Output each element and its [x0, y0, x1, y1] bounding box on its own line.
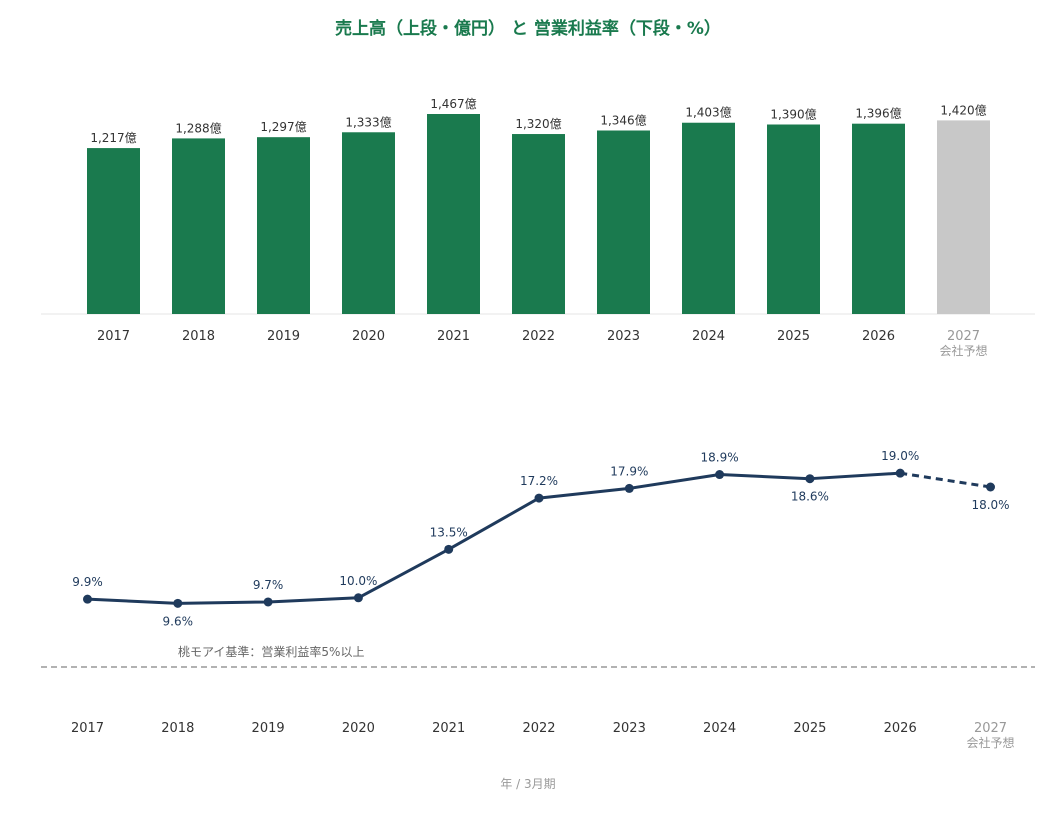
margin-value-label: 9.9%: [72, 575, 103, 589]
sales-bar-value-label: 1,346億: [600, 113, 646, 127]
sales-bar: [512, 134, 565, 314]
line-x-tick-label: 2022: [522, 721, 555, 736]
sales-bar-value-label: 1,288億: [175, 121, 221, 135]
margin-point: [534, 493, 544, 503]
sales-bar: [767, 124, 820, 314]
line-x-tick-label: 2027: [974, 721, 1007, 736]
line-x-tick-label: 2024: [703, 721, 736, 736]
margin-value-label: 9.6%: [163, 614, 194, 628]
sales-bar: [682, 122, 735, 315]
bar-x-tick-label: 2019: [267, 329, 300, 344]
line-x-tick-label: 2021: [432, 721, 465, 736]
margin-line-actual: [87, 471, 901, 605]
margin-point: [263, 597, 273, 607]
sales-bar-value-label: 1,297億: [260, 120, 306, 134]
sales-bar-value-label: 1,320億: [515, 117, 561, 131]
sales-bar-value-label: 1,333億: [345, 115, 391, 129]
chart-title: 売上高（上段・億円） と 営業利益率（下段・%）: [335, 18, 721, 39]
margin-point: [444, 544, 454, 554]
sales-bar-value-label: 1,396億: [855, 107, 901, 121]
bar-x-tick-label: 2021: [437, 329, 470, 344]
bar-projection-note: 会社予想: [939, 343, 987, 358]
sales-bar: [427, 114, 480, 314]
line-x-tick-label: 2023: [613, 721, 646, 736]
reference-line-label: 桃モアイ基準：営業利益率5%以上: [178, 644, 364, 659]
sales-bar: [342, 132, 395, 314]
bar-x-tick-label: 2026: [862, 329, 895, 344]
sales-bar: [172, 138, 225, 314]
margin-value-label: 17.9%: [610, 464, 648, 478]
margin-point: [895, 468, 905, 478]
line-x-tick-label: 2026: [884, 721, 917, 736]
margin-point: [353, 593, 363, 603]
sales-bar-value-label: 1,403億: [685, 106, 731, 120]
margin-point: [624, 483, 634, 493]
bar-x-tick-label: 2025: [777, 329, 810, 344]
margin-value-label: 18.9%: [701, 451, 739, 465]
margin-value-label: 17.2%: [520, 474, 558, 488]
margin-point: [173, 598, 183, 608]
line-x-tick-label: 2017: [71, 721, 104, 736]
sales-bar: [597, 130, 650, 314]
sales-bar: [852, 123, 905, 314]
line-projection-note: 会社予想: [966, 735, 1014, 750]
bar-x-tick-label: 2023: [607, 329, 640, 344]
sales-bar-panel: 1,217億 2017 1,288億 2018 1,297億 2019 1,333億 2020…: [41, 97, 1035, 358]
margin-value-label: 9.7%: [253, 578, 284, 592]
margin-point: [83, 594, 92, 604]
margin-value-label: 18.0%: [971, 498, 1009, 512]
sales-bar-value-label: 1,420億: [940, 103, 986, 117]
sales-bar-value-label: 1,467億: [430, 97, 476, 111]
margin-value-label: 10.0%: [339, 574, 377, 588]
x-axis-footer: 年 / 3月期: [500, 777, 555, 791]
bar-x-tick-label: 2024: [692, 329, 725, 344]
sales-bar-value-label: 1,390億: [770, 107, 816, 121]
sales-bar: [87, 148, 140, 314]
sales-bar: [937, 120, 990, 315]
line-x-tick-label: 2020: [342, 721, 375, 736]
line-x-tick-label: 2025: [793, 721, 826, 736]
bar-x-tick-label: 2018: [182, 329, 215, 344]
margin-value-label: 19.0%: [881, 449, 919, 463]
line-x-tick-label: 2019: [252, 721, 285, 736]
bar-x-tick-label: 2017: [97, 329, 130, 344]
bar-x-tick-label: 2022: [522, 329, 555, 344]
margin-point: [715, 470, 725, 480]
line-x-tick-label: 2018: [161, 721, 194, 736]
bar-x-tick-label: 2020: [352, 329, 385, 344]
margin-point: [805, 474, 815, 484]
margin-point: [986, 482, 995, 492]
margin-line-projected: [899, 471, 991, 489]
margin-line-panel: 桃モアイ基準：営業利益率5%以上 9.9% 2017 9.6% 2018 9.7% 2019…: [41, 449, 1035, 750]
sales-bar-value-label: 1,217億: [90, 131, 136, 145]
margin-value-label: 13.5%: [430, 525, 468, 539]
margin-value-label: 18.6%: [791, 490, 829, 504]
bar-x-tick-label: 2027: [947, 329, 980, 344]
sales-bar: [257, 137, 310, 314]
